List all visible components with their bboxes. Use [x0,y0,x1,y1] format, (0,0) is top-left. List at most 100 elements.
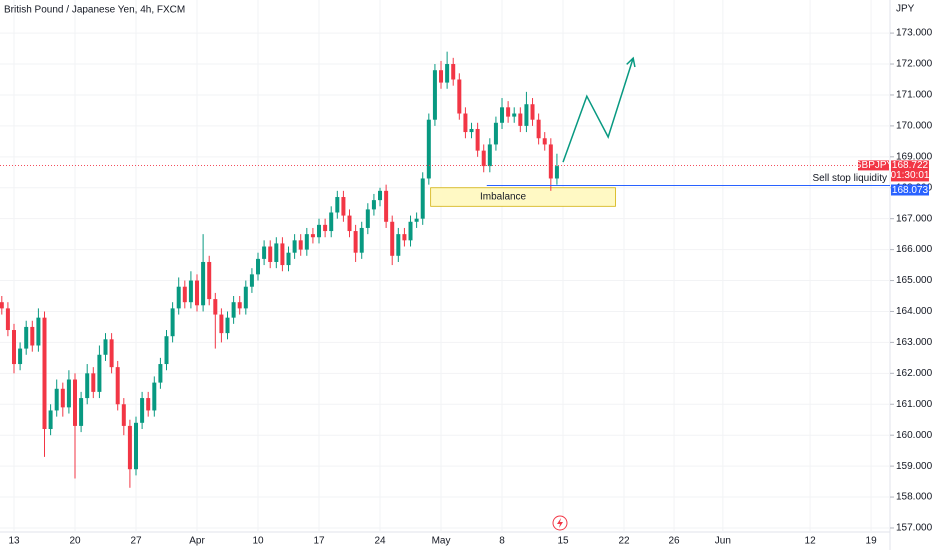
candle-body [231,302,236,318]
countdown: 01:30:01 [891,170,930,181]
candle-body [0,302,4,309]
candle-body [341,197,346,216]
candle-body [500,107,505,123]
y-tick-label: 172.000 [896,59,932,70]
candle-body [347,215,352,232]
y-tick-label: 163.000 [896,337,932,348]
candle-body [353,231,358,253]
candle-body [432,70,437,120]
candle-body [201,261,206,306]
candle-body [5,308,10,331]
candle-body [493,122,498,145]
candle-body [371,200,376,210]
candle-body [268,246,273,262]
x-tick-label: 24 [374,536,386,547]
x-tick-label: Apr [189,536,205,547]
y-tick-label: 160.000 [896,430,932,441]
candle-body [12,330,17,365]
plot: Imbalance [0,51,636,488]
y-tick-label: 170.000 [896,121,932,132]
candle-body [414,218,419,222]
x-tick-label: 19 [866,536,878,547]
candle-body [335,197,340,213]
candle-body [317,224,322,238]
chart-title: British Pound / Japanese Yen, 4h, FXCM [4,5,185,16]
candle-body [518,113,523,126]
candle-body [457,79,462,114]
x-tick-label: 27 [130,536,142,547]
candle-body [487,144,492,167]
x-tick-label: Jun [715,536,731,547]
candle-body [182,286,187,303]
candle-body [66,379,71,408]
last-price-box [891,160,929,182]
candle-body [310,234,315,238]
x-tick-label: 8 [499,536,505,547]
y-tick-label: 166.000 [896,244,932,255]
candle-body [36,317,41,346]
x-tick-label: 12 [805,536,817,547]
candle-body [329,212,334,232]
candle-body [97,354,102,392]
candle-body [115,367,120,405]
candle-body [164,336,169,365]
candle-body [402,234,407,241]
candle-body [298,240,303,250]
candle-body [134,422,139,470]
candle-body [249,274,254,287]
candle-body [140,398,145,423]
y-tick-label: 157.000 [896,523,932,534]
level-label: Sell stop liquidity [813,173,887,184]
candle-body [24,326,29,349]
candle-body [18,348,23,365]
candle-body [48,410,53,430]
imbalance-zone [430,187,616,207]
x-tick-label: 20 [69,536,81,547]
candle-body [408,221,413,241]
candle-body [109,339,114,368]
candle-body [103,339,108,355]
candle-body [475,128,480,151]
candle-body [286,252,291,266]
y-tick-label: 167.000 [896,213,932,224]
candle-body [170,308,175,337]
candle-body [530,104,535,120]
candle-body [127,425,132,470]
candle-body [451,64,456,80]
candle-body [207,261,212,300]
candle-body [542,138,547,145]
candle-body [378,190,383,201]
candle-body [506,107,511,117]
x-tick-label: May [432,536,451,547]
candle-body [463,113,468,133]
candle-body [91,373,96,392]
candle-body [237,302,242,309]
candle-body [274,243,279,262]
y-tick-label: 169.000 [896,151,932,162]
candle-body [42,317,47,430]
candle-body [445,64,450,83]
candle-body [481,150,486,167]
x-tick-label: 10 [252,536,264,547]
y-tick-label: 161.000 [896,399,932,410]
candle-body [365,209,370,228]
candle-body [152,382,157,411]
x-tick-label: 22 [618,536,630,547]
candle-body [85,373,90,399]
y-tick-label: 171.000 [896,90,932,101]
candle-body [426,119,431,179]
icon-bolt[interactable] [557,518,563,528]
candle-body [554,166,559,179]
level-price-box [891,184,929,196]
y-tick-label: 164.000 [896,306,932,317]
candle-body [512,113,517,117]
candle-body [548,144,553,179]
candle-body [359,227,364,253]
candle-body [146,398,151,411]
candle-body [213,299,218,315]
replay-icon[interactable] [552,515,568,531]
x-tick-label: 26 [668,536,680,547]
candle-body [176,286,181,309]
